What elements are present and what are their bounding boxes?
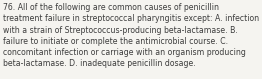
Text: 76. All of the following are common causes of penicillin
treatment failure in st: 76. All of the following are common caus…	[3, 3, 259, 68]
